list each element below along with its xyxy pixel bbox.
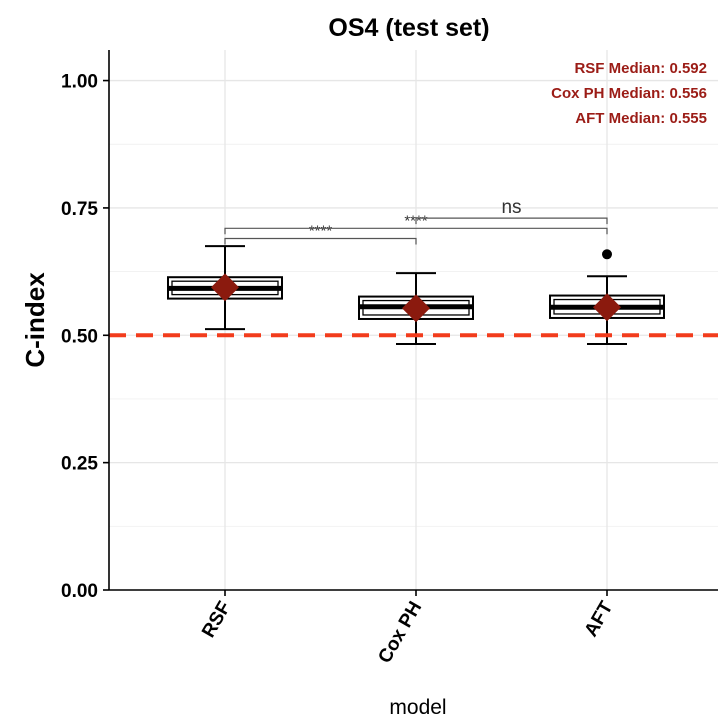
significance-label: ns (501, 197, 521, 218)
significance-label: **** (309, 222, 333, 239)
x-tick-label: RSF (198, 598, 235, 641)
bracket-line (415, 217, 608, 225)
x-tick-label: AFT (581, 598, 618, 641)
y-tick-label: 0.75 (61, 199, 98, 220)
median-annotations: RSF Median: 0.592 Cox PH Median: 0.556 AFT… (551, 60, 707, 127)
reference-line-group (109, 273, 718, 338)
mean-marker (593, 293, 621, 322)
y-tick-label: 1.00 (61, 72, 98, 93)
y-tick-label: 0.25 (61, 454, 98, 475)
bracket-line (224, 227, 608, 235)
bracket-line (224, 237, 417, 245)
axes: 0.00 0.25 0.50 0.75 1.00 RSF Cox PH AFT (61, 50, 718, 667)
y-tick-label: 0.00 (61, 581, 98, 602)
median-annotation: AFT Median: 0.555 (575, 110, 707, 127)
comparison-bracket: ns (415, 197, 608, 225)
chart-title: OS4 (test set) (328, 14, 489, 42)
grid (109, 50, 718, 591)
outlier-point (602, 249, 612, 260)
x-tick-label: Cox PH (374, 598, 426, 667)
x-axis-title: model (389, 696, 446, 719)
median-annotation: Cox PH Median: 0.556 (551, 85, 707, 102)
mean-marker (211, 273, 239, 302)
y-tick-label: 0.50 (61, 326, 98, 347)
comparison-brackets: ********ns (224, 197, 608, 245)
comparison-bracket: **** (224, 222, 417, 245)
mean-marker (402, 294, 430, 323)
median-annotation: RSF Median: 0.592 (574, 60, 707, 77)
y-axis-title: C-index (20, 272, 50, 368)
